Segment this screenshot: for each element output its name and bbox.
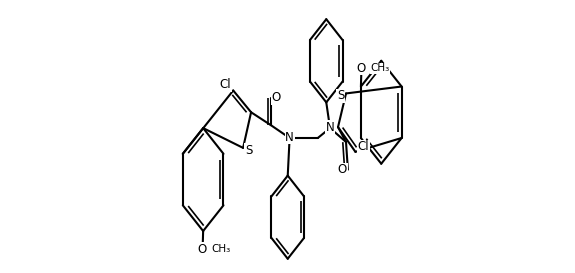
- Text: CH₃: CH₃: [370, 63, 390, 73]
- Text: O: O: [271, 91, 281, 104]
- Text: S: S: [245, 144, 252, 157]
- Text: CH₃: CH₃: [212, 244, 231, 254]
- Text: Cl: Cl: [220, 78, 232, 91]
- Text: N: N: [285, 131, 294, 144]
- Text: O: O: [197, 243, 206, 256]
- Text: O: O: [356, 62, 366, 75]
- Text: Cl: Cl: [358, 141, 369, 153]
- Text: O: O: [338, 163, 347, 176]
- Text: N: N: [325, 120, 335, 133]
- Text: S: S: [337, 89, 344, 102]
